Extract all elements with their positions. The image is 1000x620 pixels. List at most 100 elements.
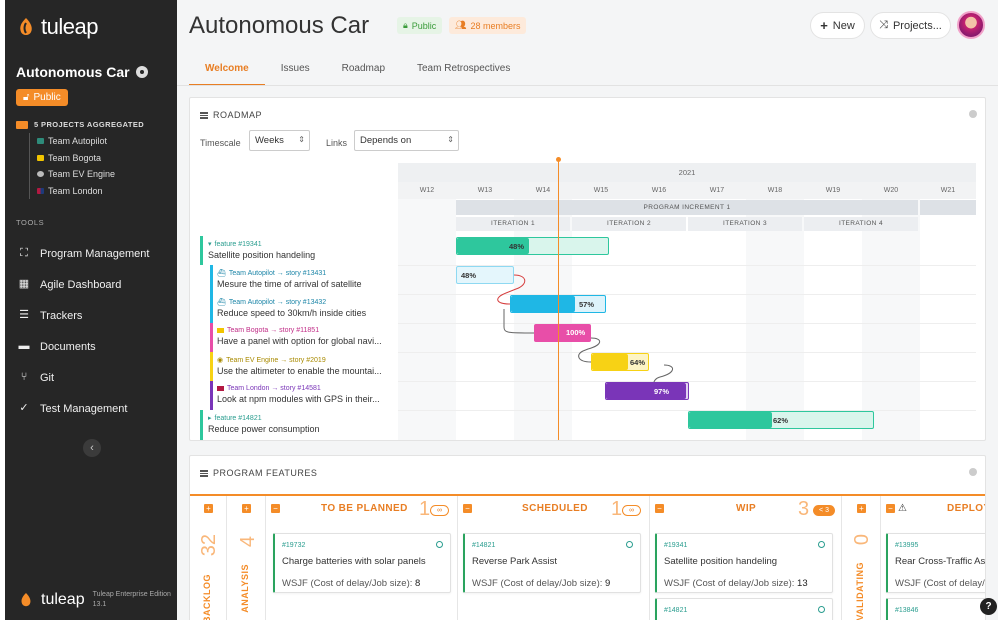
gear-icon[interactable] [969, 110, 977, 118]
nav-label: Program Management [40, 247, 150, 260]
caret-right-icon: ▸ [208, 415, 212, 422]
collapse-column-button[interactable]: − [886, 504, 895, 513]
aggregated-label: 5 PROJECTS AGGREGATED [34, 120, 145, 129]
today-marker-dot [556, 157, 561, 162]
nav-git[interactable]: ⑂ Git [18, 362, 149, 393]
nav-program-management[interactable]: ⛶ Program Management [18, 238, 149, 269]
collapse-column-button[interactable]: − [463, 504, 472, 513]
edition-info: Tuleap Enterprise Edition 13.1 [93, 590, 171, 610]
collapse-column-button[interactable]: − [271, 504, 280, 513]
board-top-border [190, 494, 985, 496]
team-item[interactable]: Team Autopilot [30, 133, 115, 150]
nav-agile-dashboard[interactable]: ▦ Agile Dashboard [18, 269, 149, 300]
nav-test-management[interactable]: ✓ Test Management [18, 393, 149, 424]
team-flag-icon [217, 386, 224, 391]
task-meta-label: Team London → story #14581 [227, 385, 321, 392]
gantt-bar[interactable]: 48% [456, 237, 609, 255]
validating-label: VALIDATING [855, 562, 865, 620]
gantt-bar[interactable]: 64% [591, 353, 649, 371]
week-column [398, 199, 456, 440]
wip-limit-badge: ∞ [430, 505, 449, 516]
gantt-bar[interactable]: 100% [534, 324, 591, 342]
program-increment-header: PROGRAM INCREMENT 1 [456, 200, 918, 215]
timescale-label: Timescale [200, 138, 241, 148]
board-column-wip: − WIP 3 < 3 #19341 Satellite position ha… [650, 496, 842, 620]
column-count: 1 [611, 498, 623, 520]
task-row[interactable]: ◉ Team EV Engine → story #2019 Use the al… [217, 356, 392, 377]
gantt-bar[interactable]: 97% [605, 382, 689, 400]
timescale-select[interactable]: Weeks [249, 130, 310, 151]
tuleap-logo-icon [20, 18, 32, 35]
links-label: Links [326, 138, 348, 148]
feature-card[interactable]: #14821 [655, 598, 833, 620]
gantt-bar-fill [457, 238, 530, 254]
task-row[interactable]: Team London → story #14581 Look at npm m… [217, 385, 392, 404]
expand-column-button[interactable]: + [242, 504, 251, 513]
task-name: Reduce speed to 30km/h inside cities [217, 308, 367, 318]
tab-issues[interactable]: Issues [280, 63, 310, 74]
new-button-label: New [832, 19, 855, 32]
wip-limit-badge: ∞ [622, 505, 641, 516]
task-row[interactable]: ⛴︎ Team Autopilot → story #13432 Reduce s… [217, 298, 392, 319]
projects-button-label: Projects... [892, 19, 942, 32]
team-item[interactable]: Team London [30, 183, 115, 200]
task-row[interactable]: ▸ feature #14821 Reduce power consumption [208, 414, 383, 435]
wsjf-label: WSJF (Cost of delay/Job size): [472, 578, 603, 589]
new-button[interactable]: + New [810, 12, 865, 39]
brand-name: tuleap [41, 14, 98, 39]
avatar[interactable] [957, 11, 985, 39]
feature-card[interactable]: #19341 Satellite position handeling WSJF… [655, 533, 833, 593]
feature-card[interactable]: #13846 [886, 598, 985, 620]
gear-icon[interactable] [969, 468, 977, 476]
gear-icon[interactable] [135, 66, 148, 78]
shuffle-icon: ⤨ [879, 19, 888, 31]
nav-label: Agile Dashboard [40, 278, 122, 291]
list-icon [200, 469, 208, 477]
team-label: Team London [48, 185, 103, 196]
tuleap-logo[interactable]: tuleap [17, 14, 98, 40]
projects-button[interactable]: ⤨ Projects... [870, 12, 951, 39]
task-name: Mesure the time of arrival of satellite [217, 279, 362, 289]
task-row[interactable]: ⛴︎ Team Autopilot → story #13431 Mesure t… [217, 269, 392, 290]
members-badge[interactable]: 👥︎ 28 members [449, 17, 527, 34]
gantt-bar[interactable]: 48% [456, 266, 514, 284]
feature-card[interactable]: #13995 Rear Cross-Traffic Ass WSJF (Cost… [886, 533, 985, 593]
gantt-grid: 2021 W12 W13 W14 W15 W16 W17 W18 W19 W20… [398, 163, 976, 440]
gantt-bar-fill [606, 383, 686, 399]
nav-label: Documents [40, 340, 96, 353]
project-name[interactable]: Autonomous Car [16, 64, 148, 80]
tab-roadmap[interactable]: Roadmap [341, 63, 385, 74]
feature-card[interactable]: #14821 Reverse Park Assist WSJF (Cost of… [463, 533, 641, 593]
wsjf-label: WSJF (Cost of delay/Job size): [282, 578, 413, 589]
wsjf-field: WSJF (Cost of delay/Job size): [895, 578, 985, 589]
nav-label: Trackers [40, 309, 83, 322]
expand-column-button[interactable]: + [204, 504, 213, 513]
links-select[interactable]: Depends on [354, 130, 459, 151]
task-row[interactable]: Team Bogota → story #11851 Have a panel … [217, 327, 392, 346]
team-list: Team Autopilot Team Bogota Team EV Engin… [29, 133, 115, 199]
tab-team-retrospectives[interactable]: Team Retrospectives [417, 63, 511, 74]
team-item[interactable]: Team Bogota [30, 150, 115, 167]
row-divider [398, 410, 976, 411]
git-icon: ⑂ [20, 371, 28, 383]
wsjf-field: WSJF (Cost of delay/Job size): 9 [472, 578, 610, 589]
collapse-column-button[interactable]: − [655, 504, 664, 513]
collapse-sidebar-button[interactable]: ‹ [83, 439, 101, 457]
expand-column-button[interactable]: + [857, 504, 866, 513]
program-features-header: PROGRAM FEATURES [200, 468, 317, 478]
feature-card[interactable]: #19732 Charge batteries with solar panel… [273, 533, 451, 593]
public-badge-label: Public [33, 92, 61, 103]
help-button[interactable]: ? [980, 598, 997, 615]
nav-trackers[interactable]: ☰ Trackers [18, 300, 149, 331]
tab-welcome[interactable]: Welcome [189, 54, 265, 86]
gantt-bar[interactable]: 62% [688, 411, 874, 429]
wsjf-field: WSJF (Cost of delay/Job size): 8 [282, 578, 420, 589]
column-title: WIP [736, 503, 757, 514]
task-meta: Team London → story #14581 [217, 385, 392, 392]
task-row[interactable]: ▾ feature #19341 Satellite position hande… [208, 240, 383, 261]
team-item[interactable]: Team EV Engine [30, 166, 115, 183]
iteration-header: ITERATION 1 [456, 217, 570, 231]
task-color-bar [210, 265, 213, 294]
nav-documents[interactable]: ▬ Documents [18, 331, 149, 362]
week-header: W16 [630, 182, 688, 199]
